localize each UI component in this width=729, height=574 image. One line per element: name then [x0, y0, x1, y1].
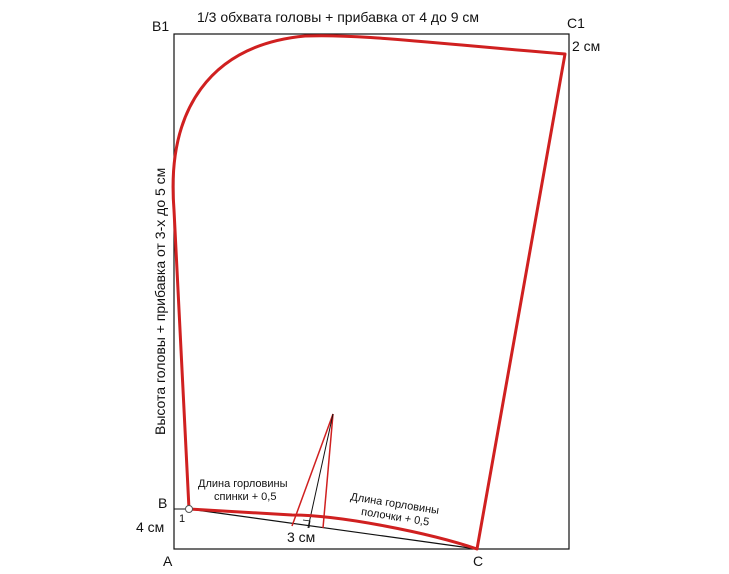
dart-line-left — [291, 413, 334, 527]
construction-line-1-c — [188, 508, 478, 550]
point-b-label: В — [158, 495, 167, 511]
top-dimension-label: 1/3 обхвата головы + прибавка от 4 до 9 … — [197, 9, 479, 25]
point-a-label: А — [163, 553, 173, 569]
point-c-label: С — [473, 553, 483, 569]
dart-line-right — [322, 413, 334, 529]
dart-3cm-label: 3 см — [287, 529, 315, 545]
offset-2cm-label: 2 см — [572, 38, 600, 54]
hood-pattern-outline — [171, 34, 567, 551]
back-neck-label-line1: Длина горловины — [198, 478, 288, 490]
point-c1-label: С1 — [567, 15, 585, 31]
dart-center-line — [307, 413, 334, 529]
point-1-label: 1 — [179, 513, 185, 525]
construction-rectangle — [173, 33, 570, 550]
right-angle-marker — [302, 519, 311, 529]
side-dimension-label: Высота головы + прибавка от 3-х до 5 см — [152, 168, 168, 435]
offset-4cm-label: 4 см — [136, 519, 164, 535]
back-neck-label-line2: спинки + 0,5 — [214, 491, 276, 503]
point-1-marker — [185, 505, 193, 513]
point-b1-label: В1 — [152, 18, 169, 34]
